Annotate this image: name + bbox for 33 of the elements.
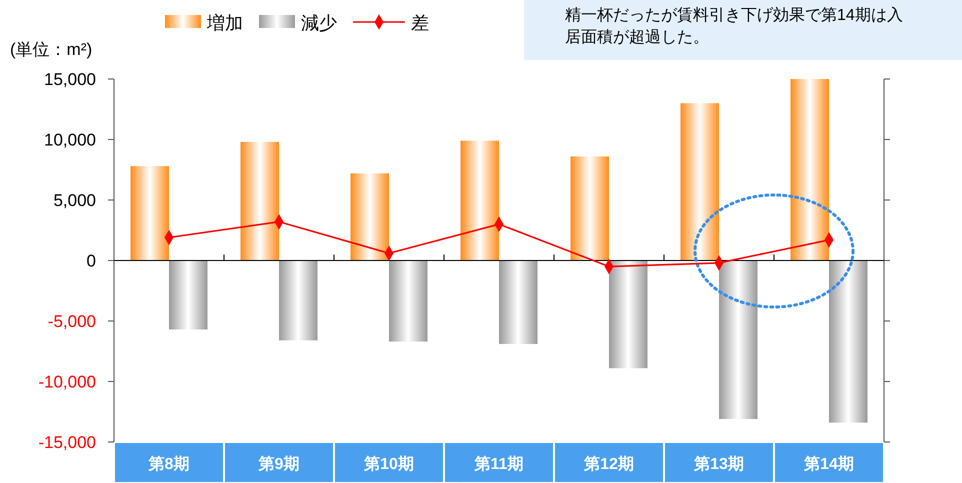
legend-label: 減少	[301, 13, 337, 33]
legend-label: 増加	[206, 13, 243, 33]
bar	[829, 260, 868, 423]
y-tick-label: -10,000	[38, 372, 96, 392]
bar	[680, 103, 719, 260]
x-tick-label: 第13期	[693, 455, 744, 473]
bar	[169, 260, 208, 330]
y-tick-label: 5,000	[53, 190, 96, 210]
bar	[499, 260, 538, 344]
bar	[570, 156, 609, 260]
x-tick-label: 第9期	[258, 455, 300, 473]
y-tick-label: 0	[86, 251, 96, 270]
y-tick-label: 15,000	[44, 70, 96, 89]
x-tick-label: 第10期	[363, 455, 414, 473]
bar	[350, 173, 389, 260]
bar	[460, 140, 499, 260]
bar	[240, 142, 279, 260]
bar	[609, 260, 648, 368]
y-axis-title: (単位：m²)	[10, 40, 92, 59]
y-tick-label: -15,000	[38, 432, 96, 452]
x-tick-label: 第12期	[583, 455, 634, 473]
y-tick-label: 10,000	[44, 130, 96, 150]
legend-label: 差	[411, 13, 429, 33]
y-tick-label: -5,000	[48, 312, 96, 331]
bar	[719, 260, 758, 420]
text: 精一杯だったが賃料引き下げ効果で第14期は入居面積が超過した。	[565, 6, 903, 46]
x-tick-label: 第8期	[148, 455, 190, 473]
x-tick-label: 第11期	[474, 455, 524, 473]
x-tick-label: 第14期	[803, 455, 854, 473]
bar	[130, 166, 169, 260]
bar	[790, 79, 829, 260]
bar	[389, 260, 428, 342]
bar	[279, 260, 318, 340]
